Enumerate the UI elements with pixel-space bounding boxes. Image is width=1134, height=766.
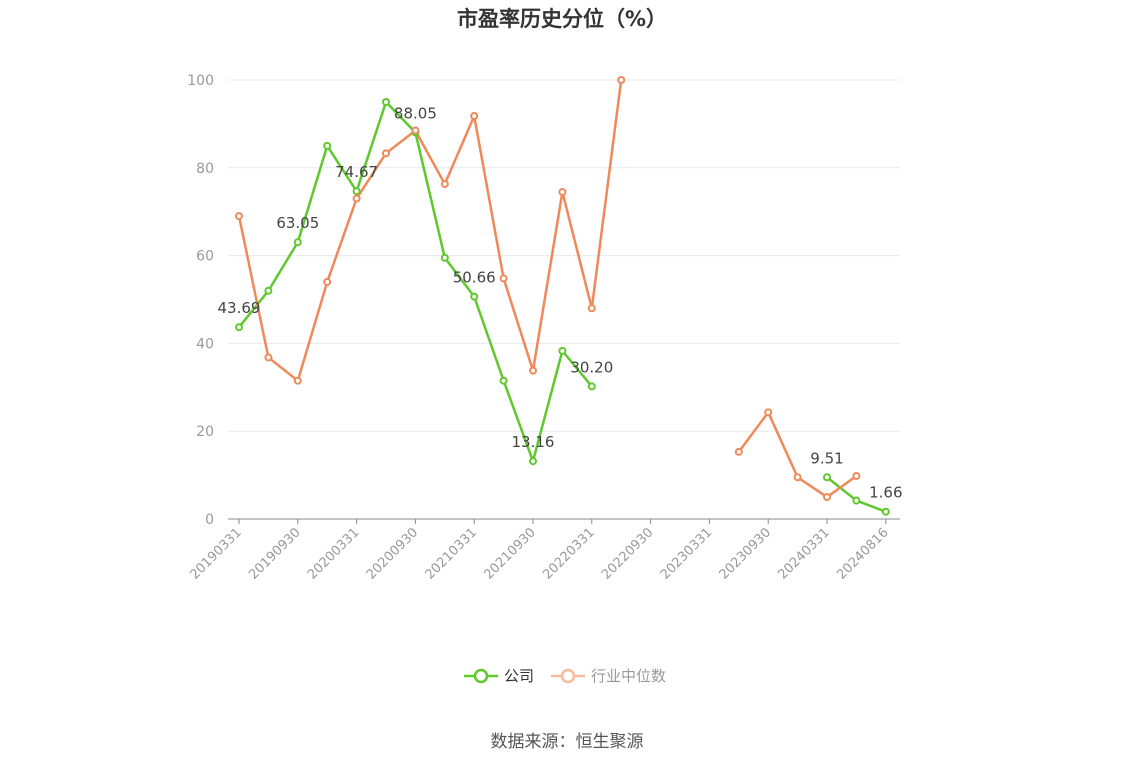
data-point: [617, 76, 626, 84]
data-label: 88.05: [394, 104, 437, 122]
x-tick-label: 20200331: [305, 525, 362, 582]
y-tick-label: 60: [196, 249, 214, 265]
y-tick-label: 20: [196, 424, 214, 440]
legend-label-1: 行业中位数: [591, 667, 666, 685]
data-point: [499, 376, 508, 385]
data-point: [881, 507, 890, 516]
data-point: [823, 493, 831, 502]
data-point: [293, 238, 302, 247]
x-tick-label: 20220930: [599, 525, 656, 582]
data-point: [235, 212, 243, 221]
data-label: 50.66: [453, 269, 496, 287]
data-point: [352, 187, 361, 196]
data-point: [852, 471, 861, 480]
data-label: 74.67: [335, 163, 378, 181]
data-point: [440, 253, 449, 262]
data-point: [323, 277, 332, 286]
data-point: [352, 194, 361, 203]
data-label: 9.51: [810, 449, 843, 467]
data-point: [235, 323, 243, 332]
x-tick-label: 20220331: [540, 525, 597, 582]
legend-marker-1: [560, 668, 576, 684]
y-axis-ticks: 0 20 40 60 80 100: [187, 73, 214, 528]
data-point: [558, 346, 567, 355]
data-point: [764, 408, 773, 417]
series-points: [235, 76, 890, 516]
x-tick-label: 20200930: [364, 525, 421, 582]
data-point: [470, 292, 479, 301]
data-label: 30.20: [570, 358, 613, 376]
y-tick-label: 40: [196, 336, 214, 352]
data-point: [587, 304, 596, 313]
series-line-0: [238, 100, 593, 463]
x-tick-label: 20240816: [834, 525, 891, 582]
y-tick-label: 100: [187, 73, 214, 89]
x-tick-label: 20240331: [775, 525, 832, 582]
data-label: 13.16: [512, 433, 555, 451]
data-point: [499, 274, 508, 283]
data-labels: 43.69 63.05 74.67 88.05 50.66 13.16 30.20 9.51 1…: [218, 104, 903, 501]
x-axis: 20190331 20190930 20200331 20200930 20210331…: [187, 518, 900, 583]
data-point: [264, 353, 273, 362]
data-point: [293, 376, 302, 385]
data-point: [470, 111, 479, 120]
y-tick-label: 0: [205, 512, 214, 528]
data-point: [823, 473, 831, 482]
data-point: [558, 187, 567, 196]
x-tick-label: 20210930: [481, 525, 538, 582]
x-tick-label: 20190331: [187, 525, 244, 582]
data-point: [382, 149, 390, 158]
data-point: [264, 286, 273, 295]
data-point: [323, 141, 332, 150]
x-tick-label: 20230930: [717, 525, 774, 582]
y-tick-label: 80: [196, 161, 214, 177]
data-label: 63.05: [276, 214, 319, 232]
data-point: [793, 473, 802, 482]
data-point: [411, 126, 420, 135]
data-point: [587, 382, 596, 391]
legend-marker-0: [473, 668, 489, 684]
chart-title: 市盈率历史分位（%）: [457, 7, 667, 31]
x-tick-label: 20190930: [246, 525, 303, 582]
x-tick-label: 20210331: [423, 525, 480, 582]
data-label: 1.66: [869, 484, 902, 502]
data-point: [440, 180, 449, 189]
data-point: [852, 496, 861, 505]
grid-lines: [228, 79, 900, 432]
data-source: 数据来源：恒生聚源: [491, 732, 644, 752]
series-line-1: [237, 79, 623, 382]
data-point: [529, 366, 537, 375]
data-point: [529, 457, 537, 466]
data-point: [382, 97, 390, 106]
data-point: [734, 447, 743, 456]
series-lines: [237, 79, 887, 513]
legend-label-0: 公司: [504, 667, 534, 685]
x-tick-label: 20230331: [658, 525, 715, 582]
legend[interactable]: 公司 行业中位数: [464, 667, 666, 685]
data-label: 43.69: [218, 299, 261, 317]
